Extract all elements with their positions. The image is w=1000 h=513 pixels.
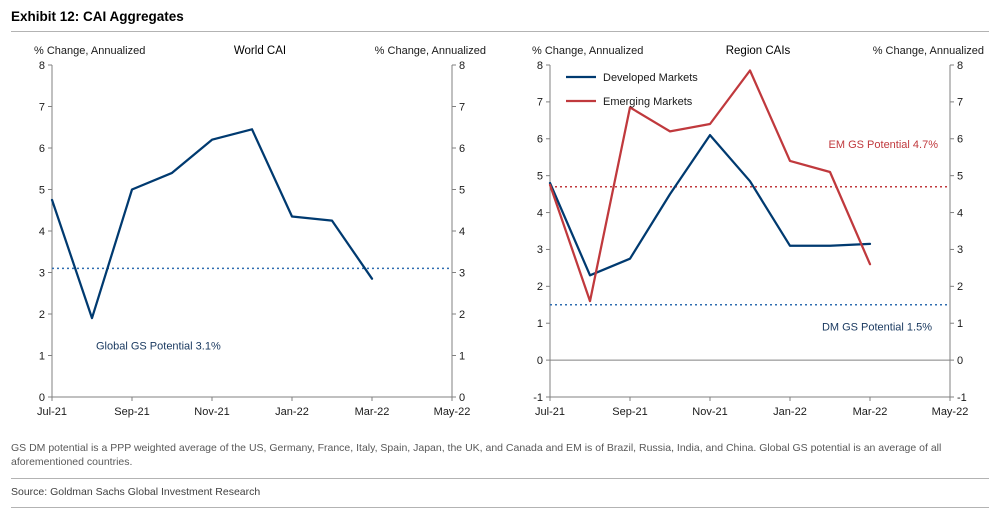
y-tick-label: 4: [957, 207, 963, 219]
source-line: Source: Goldman Sachs Global Investment …: [11, 485, 261, 498]
legend-label: Developed Markets: [603, 72, 698, 84]
y-tick-label: 2: [459, 309, 465, 321]
y-tick-label: 1: [537, 318, 543, 330]
y-tick-label: 6: [39, 143, 45, 155]
y-tick-label: 3: [957, 244, 963, 256]
y-tick-label: 3: [39, 267, 45, 279]
reference-line-label: EM GS Potential 4.7%: [829, 139, 939, 151]
y-tick-label: 3: [537, 244, 543, 256]
y-tick-label: 1: [957, 318, 963, 330]
y-tick-label: 4: [459, 226, 465, 238]
reference-line-label: Global GS Potential 3.1%: [96, 340, 221, 352]
y-tick-label: 0: [459, 392, 465, 404]
series-line-world-cai: [50, 128, 374, 320]
y-tick-label: 0: [537, 355, 543, 367]
y-axis-label-left: % Change, Annualized: [34, 45, 146, 57]
y-tick-label: 1: [459, 350, 465, 362]
y-tick-label: 6: [459, 143, 465, 155]
y-tick-label: 8: [459, 60, 465, 72]
series-line-emerging-markets: [548, 69, 872, 303]
y-tick-label: 8: [537, 60, 543, 72]
x-tick-label: Jul-21: [535, 406, 565, 418]
x-tick-label: Jan-22: [773, 406, 807, 418]
y-tick-label: 8: [39, 60, 45, 72]
y-tick-label: 4: [39, 226, 45, 238]
series-line-developed-markets: [548, 133, 872, 277]
y-tick-label: -1: [533, 392, 543, 404]
world-cai-header: % Change, Annualized World CAI % Change,…: [10, 36, 492, 59]
y-tick-label: 7: [537, 97, 543, 109]
y-tick-label: 7: [39, 101, 45, 113]
x-tick-label: Nov-21: [194, 406, 229, 418]
y-tick-label: 8: [957, 60, 963, 72]
y-tick-label: 7: [957, 97, 963, 109]
y-tick-label: 2: [39, 309, 45, 321]
exhibit-title: Exhibit 12: CAI Aggregates: [11, 9, 184, 24]
x-tick-label: Mar-22: [355, 406, 390, 418]
y-tick-label: 5: [537, 170, 543, 182]
y-tick-label: 2: [537, 281, 543, 293]
y-tick-label: 0: [957, 355, 963, 367]
x-tick-label: Sep-21: [612, 406, 647, 418]
x-tick-label: Nov-21: [692, 406, 727, 418]
legend-label: Emerging Markets: [603, 96, 693, 108]
x-tick-label: Sep-21: [114, 406, 149, 418]
y-tick-label: 5: [39, 184, 45, 196]
y-tick-label: 4: [537, 207, 543, 219]
x-tick-label: Jul-21: [37, 406, 67, 418]
footnote: GS DM potential is a PPP weighted averag…: [11, 442, 942, 468]
chart-title-world-cai: World CAI: [233, 45, 287, 57]
y-axis-label-left: % Change, Annualized: [532, 45, 644, 57]
y-axis-label-right: % Change, Annualized: [872, 45, 984, 57]
title-divider: [11, 31, 989, 32]
x-tick-label: May-22: [932, 406, 969, 418]
y-tick-label: 6: [957, 134, 963, 146]
y-tick-label: 3: [459, 267, 465, 279]
bottom-divider: [11, 506, 989, 508]
y-tick-label: 0: [39, 392, 45, 404]
y-tick-label: 5: [957, 170, 963, 182]
y-axis-label-right: % Change, Annualized: [374, 45, 486, 57]
charts-row: % Change, Annualized World CAI % Change,…: [0, 32, 1000, 433]
region-cais-header: % Change, Annualized Region CAIs % Chang…: [508, 36, 990, 59]
world-cai-panel: % Change, Annualized World CAI % Change,…: [10, 36, 492, 433]
y-tick-label: 2: [957, 281, 963, 293]
region-cais-panel: % Change, Annualized Region CAIs % Chang…: [508, 36, 990, 433]
y-tick-label: 7: [459, 101, 465, 113]
region-cais-chart: -1 -1 0 0 1 1 2 2 3 3 4 4 5 5 6 6 7 7 8 8 Jul-21 Sep-21 Nov-21…: [533, 60, 969, 418]
world-cai-chart: 0 0 1 1 2 2 3 3 4 4 5 5 6 6 7 7 8 8 Jul-21 Sep-21 Nov-21 Jan-…: [37, 60, 471, 418]
chart-title-region-cais: Region CAIs: [725, 45, 791, 57]
y-tick-label: -1: [957, 392, 967, 404]
x-tick-label: Jan-22: [275, 406, 309, 418]
reference-line-label: DM GS Potential 1.5%: [822, 322, 932, 334]
x-tick-label: Mar-22: [853, 406, 888, 418]
y-tick-label: 5: [459, 184, 465, 196]
footnote-divider: [11, 477, 989, 479]
y-tick-label: 1: [39, 350, 45, 362]
y-tick-label: 6: [537, 134, 543, 146]
x-tick-label: May-22: [434, 406, 471, 418]
